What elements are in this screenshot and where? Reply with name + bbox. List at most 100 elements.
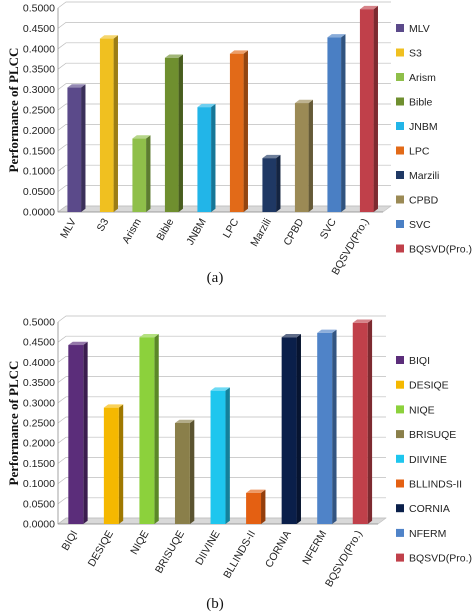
legend-label: BQSVD(Pro.) [409, 553, 472, 565]
legend-swatch [396, 356, 404, 364]
bar-side [146, 135, 151, 212]
gridline [57, 185, 391, 192]
gridline [57, 315, 386, 323]
legend-label: Bible [409, 97, 433, 109]
figure-caption: (a) [207, 270, 224, 286]
legend-item: BLLINDS-II [396, 479, 462, 491]
gridline [57, 497, 386, 505]
bar-top [327, 34, 346, 38]
bar [317, 329, 337, 524]
gridline [57, 144, 391, 152]
legend-label: CPBD [409, 195, 439, 207]
bar-top [197, 103, 216, 108]
bar-side [261, 489, 266, 524]
legend-item: NIQE [396, 404, 435, 416]
legend-item: Marzili [396, 170, 439, 182]
x-tick-label: BLLINDS-II [221, 529, 258, 581]
legend-label: DESIQE [409, 380, 449, 392]
bar-top [67, 84, 86, 88]
bar-side [154, 334, 159, 524]
y-tick-label: 0.0500 [23, 498, 55, 510]
legend-label: CORNIA [409, 503, 450, 515]
x-tick-label: BIQI [59, 529, 80, 553]
y-tick-label: 0.2000 [23, 125, 55, 137]
x-tick-label: BQSVD(Pro.) [323, 529, 365, 590]
legend-item: CPBD [396, 195, 439, 207]
gridline [57, 376, 386, 383]
figure-caption: (b) [206, 596, 224, 612]
bar-side [243, 50, 248, 213]
bar-side [211, 103, 216, 212]
legend-label: Marzili [409, 170, 439, 182]
x-tick-label: Arism [120, 216, 144, 245]
y-tick-label: 0.1500 [23, 458, 55, 470]
y-tick-label: 0.3000 [23, 84, 55, 96]
legend-label: BRISUQE [409, 429, 456, 441]
legend-label: S3 [409, 48, 422, 60]
bar [197, 103, 216, 212]
bar-top [103, 404, 124, 408]
gridline [57, 103, 391, 111]
legend-swatch [396, 244, 404, 253]
gridline [57, 42, 391, 50]
gridline [57, 396, 386, 404]
bar-front [67, 87, 82, 212]
bar-front [164, 57, 179, 212]
legend-label: LPC [409, 146, 430, 158]
x-tick-label: DIIVINE [193, 529, 222, 568]
x-tick-label: LPC [221, 216, 242, 240]
legend-swatch [396, 479, 404, 488]
legend-item: S3 [396, 48, 422, 60]
y-tick-label: 0.4000 [23, 357, 55, 369]
bar [294, 99, 313, 212]
bar [281, 334, 301, 524]
bar-side [81, 84, 86, 212]
bar-side [178, 54, 183, 213]
legend-label: DIIVINE [409, 454, 447, 466]
x-tick-label: NIQE [128, 529, 151, 557]
bar-top [164, 54, 183, 58]
legend-label: Arism [409, 72, 436, 84]
legend-label: BLLINDS-II [409, 479, 462, 491]
bar-top [132, 135, 151, 139]
bar-top [317, 329, 337, 333]
legend-item: CORNIA [396, 503, 450, 515]
legend-swatch [396, 122, 404, 130]
bar [139, 334, 159, 524]
x-tick-label: DESIQE [86, 529, 116, 569]
legend-swatch [396, 73, 404, 81]
legend-label: BQSVD(Pro.) [409, 244, 472, 256]
bar-front [174, 423, 190, 524]
y-axis-title: Performance of PLCC [6, 361, 21, 486]
gridline [57, 436, 386, 444]
bar [174, 419, 195, 524]
bar-top [294, 99, 313, 104]
y-tick-label: 0.3500 [23, 377, 55, 389]
bar [327, 34, 346, 212]
bar-front [327, 37, 342, 212]
y-tick-label: 0.3500 [23, 64, 55, 76]
legend-swatch [396, 380, 404, 389]
bar-side [367, 319, 373, 524]
bar-front [317, 332, 333, 524]
y-tick-label: 0.1000 [23, 166, 55, 178]
gridline [57, 62, 391, 70]
bar-front [229, 53, 244, 212]
legend-item: Arism [396, 72, 436, 84]
legend-item: MLV [396, 23, 430, 35]
x-tick-label: CORNIA [263, 529, 294, 570]
bar [103, 404, 124, 524]
bar-side [373, 5, 378, 213]
x-tick-label: Bible [154, 216, 176, 242]
bar-side [332, 329, 337, 524]
y-tick-label: 0.0000 [23, 519, 55, 531]
legend-item: BQSVD(Pro.) [396, 244, 472, 256]
bar-top [281, 334, 301, 338]
legend-swatch [396, 97, 404, 106]
bar-side [296, 334, 301, 524]
legend-label: BIQI [409, 355, 430, 367]
gridline [57, 22, 391, 29]
legend-item: Bible [396, 97, 433, 109]
gridline [57, 335, 386, 343]
gridline [57, 124, 391, 131]
